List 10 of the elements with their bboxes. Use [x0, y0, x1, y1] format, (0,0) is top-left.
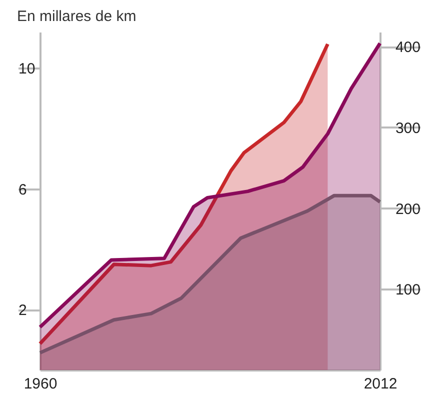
y2-tick-label: 200: [395, 200, 420, 218]
x-tick-label: 1960: [24, 376, 58, 392]
y-tick-label: 10: [18, 60, 36, 78]
chart-title: En millares de km: [17, 8, 136, 25]
y2-tick-label: 100: [395, 282, 420, 299]
y-tick-label: 6: [18, 181, 27, 198]
y2-tick-label: 400: [395, 39, 420, 56]
x-tick-label: 2012: [364, 376, 398, 392]
y-tick-label: 2: [18, 302, 27, 320]
y2-tick-label: 300: [395, 120, 420, 137]
